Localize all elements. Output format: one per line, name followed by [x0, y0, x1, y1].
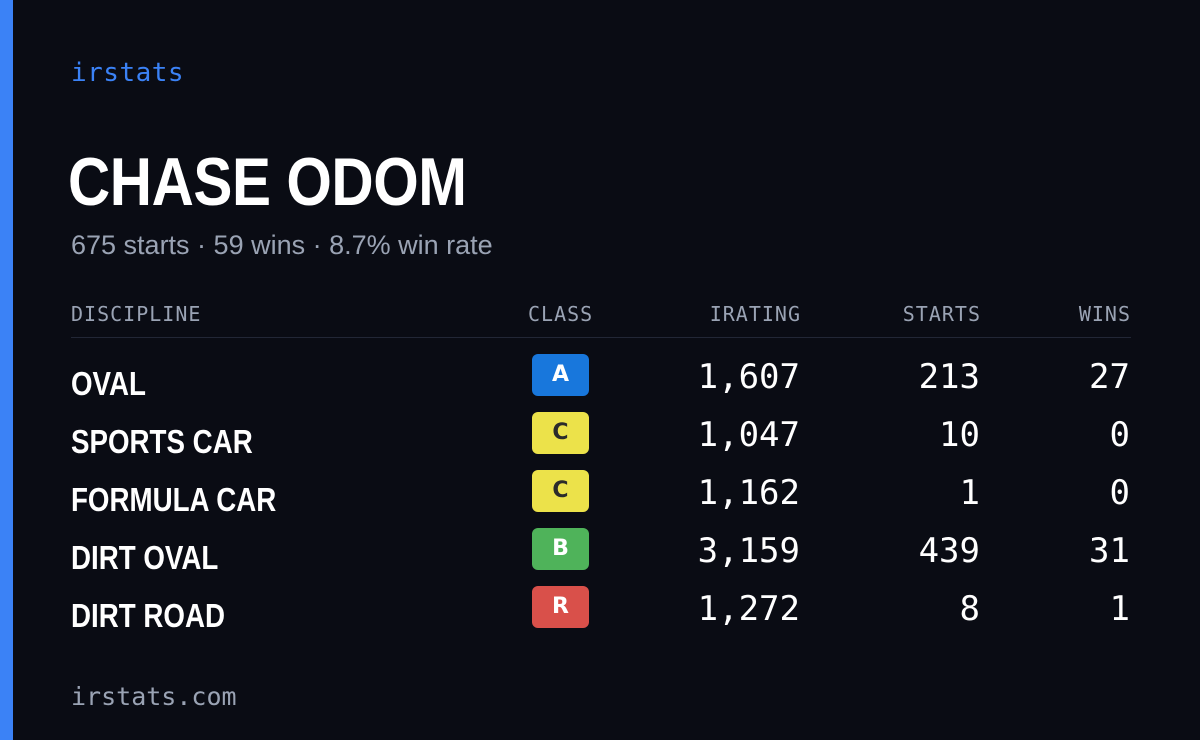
starts-value: 8 — [959, 589, 980, 629]
irating-value: 3,159 — [697, 531, 800, 571]
license-class-badge: C — [532, 412, 589, 454]
license-class-badge: C — [532, 470, 589, 512]
accent-bar — [0, 0, 13, 740]
table-header: DISCIPLINE CLASS IRATING STARTS WINS — [71, 298, 1131, 338]
column-header-irating: IRATING — [709, 302, 801, 326]
wins-value: 0 — [1109, 415, 1130, 455]
column-header-class: CLASS — [528, 302, 594, 326]
license-class-badge: A — [532, 354, 589, 396]
wins-value: 0 — [1109, 473, 1130, 513]
discipline-name: SPORTS CAR — [71, 423, 253, 460]
irating-value: 1,047 — [697, 415, 800, 455]
starts-value: 439 — [918, 531, 980, 571]
table-row: SPORTS CAR C 1,047 10 0 — [71, 412, 1131, 470]
brand-logo: irstats — [71, 58, 185, 88]
stats-table: DISCIPLINE CLASS IRATING STARTS WINS OVA… — [71, 298, 1131, 634]
starts-value: 213 — [918, 357, 980, 397]
column-header-starts: STARTS — [902, 302, 981, 326]
license-class-badge: B — [532, 528, 589, 570]
starts-value: 10 — [939, 415, 980, 455]
starts-value: 1 — [959, 473, 980, 513]
irating-value: 1,162 — [697, 473, 800, 513]
footer-url: irstats.com — [71, 682, 237, 711]
driver-summary: 675 starts · 59 wins · 8.7% win rate — [71, 230, 493, 260]
table-row: DIRT ROAD R 1,272 8 1 — [71, 586, 1131, 644]
column-header-wins: WINS — [1078, 302, 1131, 326]
column-header-discipline: DISCIPLINE — [71, 302, 202, 326]
discipline-name: DIRT OVAL — [71, 539, 219, 576]
table-body: OVAL A 1,607 213 27 SPORTS CAR C 1,047 1… — [71, 354, 1131, 644]
wins-value: 31 — [1089, 531, 1130, 571]
irating-value: 1,272 — [697, 589, 800, 629]
discipline-name: FORMULA CAR — [71, 481, 277, 518]
license-class-badge: R — [532, 586, 589, 628]
discipline-name: DIRT ROAD — [71, 597, 225, 634]
table-row: DIRT OVAL B 3,159 439 31 — [71, 528, 1131, 586]
wins-value: 1 — [1109, 589, 1130, 629]
driver-name: CHASE ODOM — [68, 144, 467, 220]
discipline-name: OVAL — [71, 365, 146, 402]
wins-value: 27 — [1089, 357, 1130, 397]
table-row: FORMULA CAR C 1,162 1 0 — [71, 470, 1131, 528]
table-row: OVAL A 1,607 213 27 — [71, 354, 1131, 412]
irating-value: 1,607 — [697, 357, 800, 397]
